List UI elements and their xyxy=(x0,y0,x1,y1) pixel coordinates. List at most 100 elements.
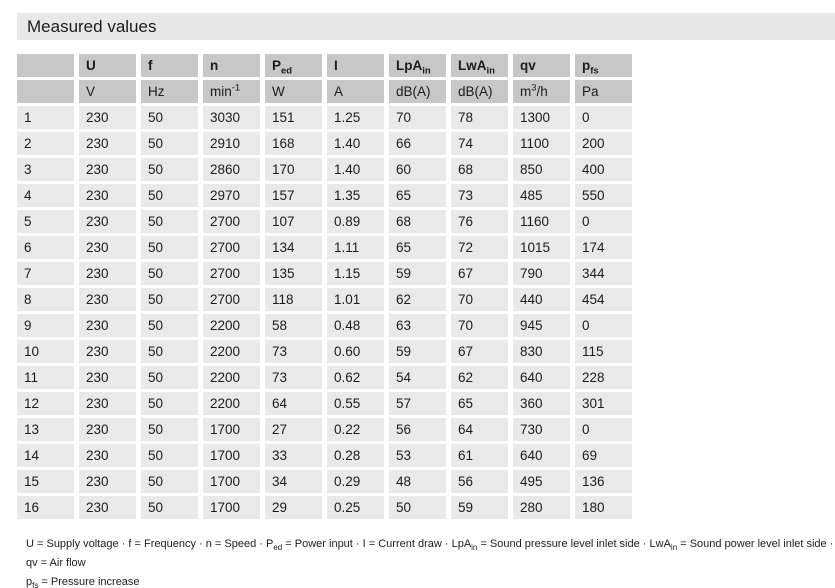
data-cell: 34 xyxy=(265,470,322,493)
col-header-qv: qv xyxy=(513,54,570,77)
data-cell: 230 xyxy=(79,262,136,285)
row-index-cell: 5 xyxy=(17,210,74,233)
table-row: 9 230 50 2200 58 0.48 63 70 945 0 xyxy=(17,314,632,337)
data-cell: 118 xyxy=(265,288,322,311)
data-cell: 54 xyxy=(389,366,446,389)
data-cell: 68 xyxy=(451,158,508,181)
data-cell: 1.40 xyxy=(327,158,384,181)
footnote-subscript: ed xyxy=(273,543,283,553)
data-cell: 50 xyxy=(141,496,198,519)
data-cell: 1.01 xyxy=(327,288,384,311)
data-cell: 0 xyxy=(575,106,632,129)
footnote-text: = Sound pressure level inlet side · LwA xyxy=(477,538,671,550)
data-cell: 50 xyxy=(141,444,198,467)
data-cell: 67 xyxy=(451,262,508,285)
col-unit-index xyxy=(17,80,74,103)
data-cell: 454 xyxy=(575,288,632,311)
data-cell: 33 xyxy=(265,444,322,467)
data-cell: 1700 xyxy=(203,470,260,493)
data-cell: 1700 xyxy=(203,444,260,467)
data-cell: 230 xyxy=(79,236,136,259)
table-row: 12 230 50 2200 64 0.55 57 65 360 301 xyxy=(17,392,632,415)
data-cell: 730 xyxy=(513,418,570,441)
data-cell: 344 xyxy=(575,262,632,285)
data-cell: 69 xyxy=(575,444,632,467)
data-cell: 230 xyxy=(79,444,136,467)
row-index-cell: 3 xyxy=(17,158,74,181)
data-cell: 136 xyxy=(575,470,632,493)
data-cell: 50 xyxy=(389,496,446,519)
table-row: 3 230 50 2860 170 1.40 60 68 850 400 xyxy=(17,158,632,181)
data-cell: 60 xyxy=(389,158,446,181)
data-cell: 48 xyxy=(389,470,446,493)
data-cell: 1.25 xyxy=(327,106,384,129)
data-cell: 50 xyxy=(141,470,198,493)
data-cell: 230 xyxy=(79,184,136,207)
data-cell: 301 xyxy=(575,392,632,415)
footnote-line-2: pfs = Pressure increase xyxy=(26,573,835,588)
data-cell: 1.15 xyxy=(327,262,384,285)
data-cell: 157 xyxy=(265,184,322,207)
data-cell: 0.25 xyxy=(327,496,384,519)
data-cell: 174 xyxy=(575,236,632,259)
data-cell: 2700 xyxy=(203,236,260,259)
footnote-subscript: in xyxy=(670,543,678,553)
footnote-text: U = Supply voltage · f = Frequency · n =… xyxy=(26,538,274,550)
data-cell: 1.40 xyxy=(327,132,384,155)
data-cell: 0.28 xyxy=(327,444,384,467)
col-unit-u: V xyxy=(79,80,136,103)
data-cell: 2200 xyxy=(203,340,260,363)
data-cell: 440 xyxy=(513,288,570,311)
data-cell: 73 xyxy=(451,184,508,207)
data-cell: 1700 xyxy=(203,418,260,441)
data-cell: 115 xyxy=(575,340,632,363)
data-cell: 550 xyxy=(575,184,632,207)
col-unit-lpain: dB(A) xyxy=(389,80,446,103)
data-cell: 230 xyxy=(79,210,136,233)
footnote-text: = Sound power level inlet side · qv = Ai… xyxy=(26,538,834,569)
data-cell: 68 xyxy=(389,210,446,233)
row-index-cell: 13 xyxy=(17,418,74,441)
data-cell: 65 xyxy=(389,184,446,207)
data-cell: 61 xyxy=(451,444,508,467)
data-cell: 1700 xyxy=(203,496,260,519)
data-cell: 67 xyxy=(451,340,508,363)
data-cell: 66 xyxy=(389,132,446,155)
table-row: 7 230 50 2700 135 1.15 59 67 790 344 xyxy=(17,262,632,285)
row-index-cell: 6 xyxy=(17,236,74,259)
data-cell: 168 xyxy=(265,132,322,155)
data-cell: 78 xyxy=(451,106,508,129)
data-cell: 50 xyxy=(141,392,198,415)
col-header-u: U xyxy=(79,54,136,77)
title-band: Measured values xyxy=(17,13,835,40)
data-cell: 0.62 xyxy=(327,366,384,389)
col-unit-qv: m3/h xyxy=(513,80,570,103)
col-header-f: f xyxy=(141,54,198,77)
data-cell: 1.35 xyxy=(327,184,384,207)
data-cell: 790 xyxy=(513,262,570,285)
data-cell: 0.48 xyxy=(327,314,384,337)
footnote-text: = Power input · I = Current draw · LpA xyxy=(282,538,472,550)
row-index-cell: 15 xyxy=(17,470,74,493)
data-cell: 1100 xyxy=(513,132,570,155)
data-cell: 27 xyxy=(265,418,322,441)
row-index-cell: 1 xyxy=(17,106,74,129)
row-index-cell: 2 xyxy=(17,132,74,155)
data-cell: 170 xyxy=(265,158,322,181)
data-cell: 1015 xyxy=(513,236,570,259)
data-cell: 485 xyxy=(513,184,570,207)
table-row: 8 230 50 2700 118 1.01 62 70 440 454 xyxy=(17,288,632,311)
data-cell: 50 xyxy=(141,262,198,285)
row-index-cell: 12 xyxy=(17,392,74,415)
data-cell: 0.60 xyxy=(327,340,384,363)
data-cell: 280 xyxy=(513,496,570,519)
footnote-text: p xyxy=(26,576,33,588)
header-label-row: U f n Ped I LpAin LwAin qv pfs xyxy=(17,54,632,77)
table-row: 6 230 50 2700 134 1.11 65 72 1015 174 xyxy=(17,236,632,259)
data-cell: 151 xyxy=(265,106,322,129)
data-cell: 65 xyxy=(451,392,508,415)
data-cell: 50 xyxy=(141,236,198,259)
data-cell: 230 xyxy=(79,366,136,389)
data-cell: 57 xyxy=(389,392,446,415)
table-row: 10 230 50 2200 73 0.60 59 67 830 115 xyxy=(17,340,632,363)
